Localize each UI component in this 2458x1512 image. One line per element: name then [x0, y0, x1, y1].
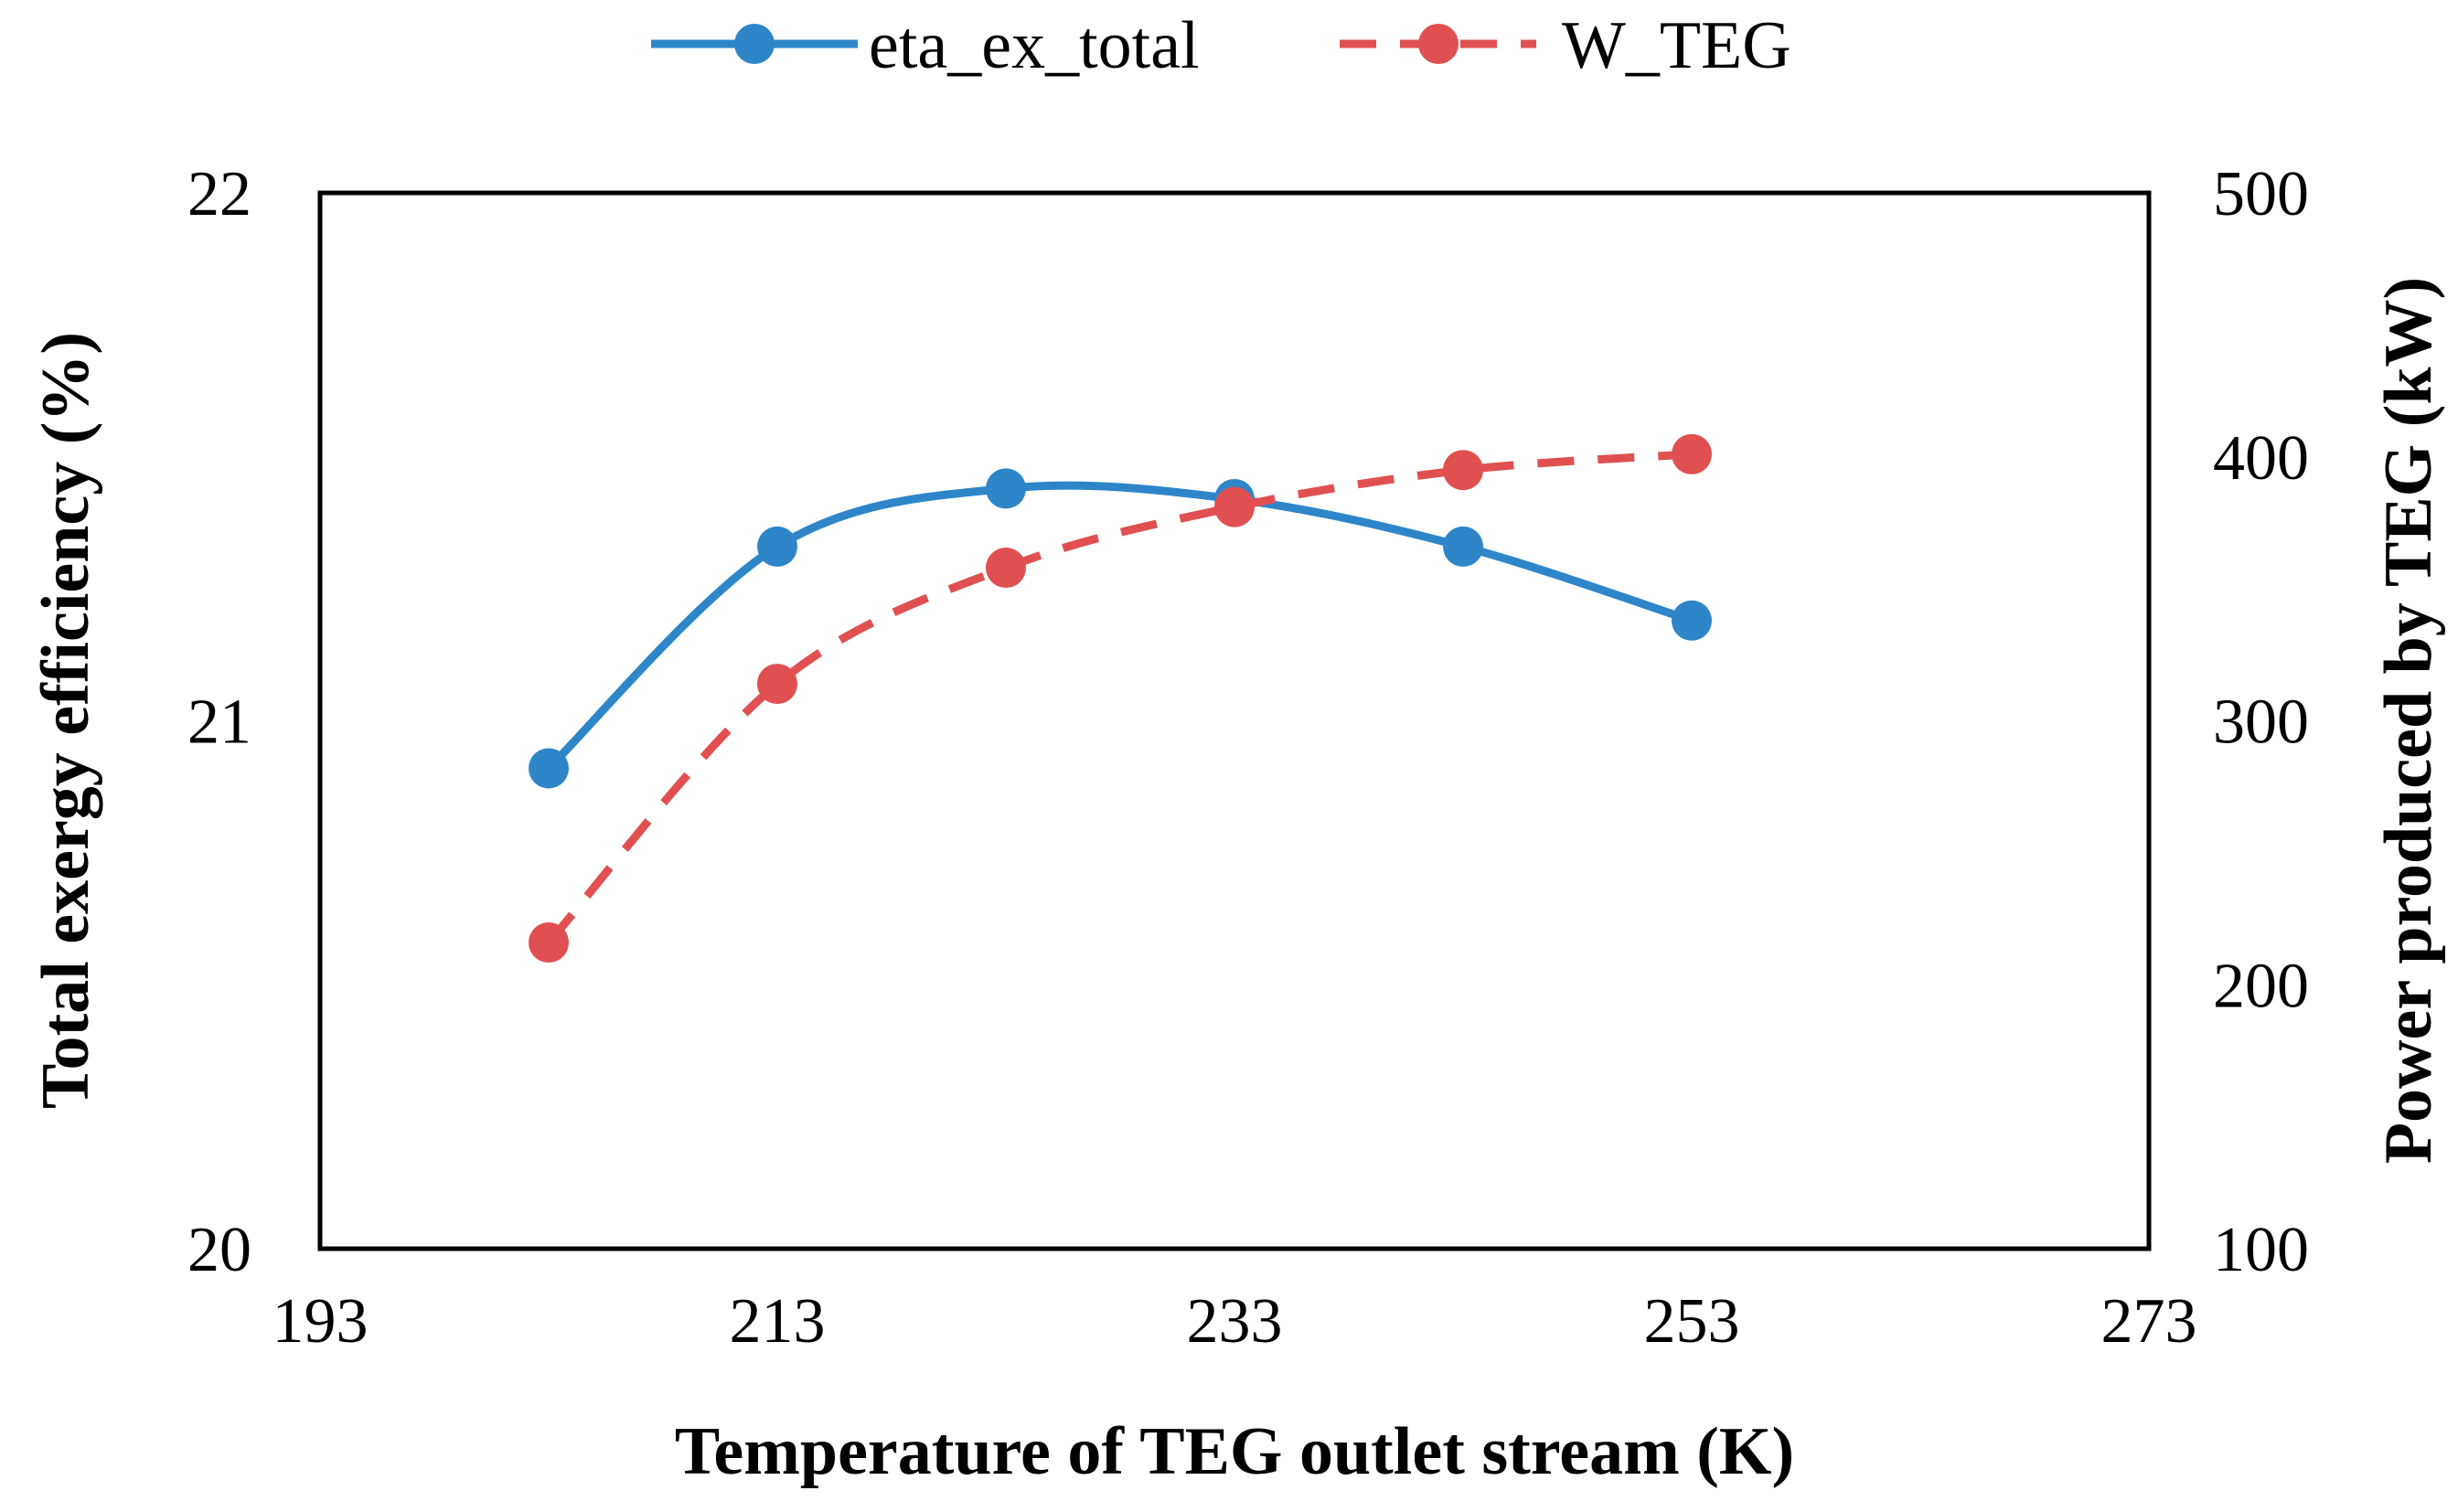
data-point-eta_ex_total-0 — [529, 748, 569, 789]
data-point-W_TEG-3 — [1214, 486, 1255, 527]
y2-axis-ticks: 100 200 300 400 500 — [2213, 159, 2309, 1285]
x-axis-title: Temperature of TEG outlet stream (K) — [675, 1414, 1794, 1489]
data-point-eta_ex_total-2 — [986, 468, 1026, 509]
data-point-W_TEG-1 — [757, 664, 797, 705]
plot-frame — [317, 190, 2152, 1251]
series-W_TEG — [529, 433, 1712, 964]
y2-axis-title: Power produced by TEG (kW) — [2371, 277, 2446, 1164]
data-point-W_TEG-5 — [1672, 433, 1712, 474]
data-point-eta_ex_total-5 — [1672, 600, 1712, 641]
x-tick-label-1: 213 — [730, 1286, 826, 1357]
legend-swatch-marker-0 — [734, 24, 775, 64]
legend-swatch-marker-1 — [1418, 24, 1459, 64]
x-tick-label-0: 193 — [273, 1286, 369, 1357]
y-tick-label-2: 22 — [187, 159, 251, 229]
series-eta_ex_total — [529, 468, 1712, 789]
y-tick-label-1: 21 — [187, 687, 251, 758]
x-tick-label-4: 273 — [2101, 1286, 2197, 1357]
y2-tick-label-4: 500 — [2213, 159, 2309, 229]
y-axis-title: Total exergy efficiency (%) — [28, 332, 103, 1109]
x-tick-label-3: 253 — [1644, 1286, 1740, 1357]
y2-tick-label-3: 400 — [2213, 423, 2309, 494]
y2-tick-label-0: 100 — [2213, 1215, 2309, 1285]
series-line-eta_ex_total — [545, 481, 1694, 772]
x-axis-ticks: 193 213 233 253 273 — [273, 1286, 2197, 1357]
y-axis-ticks: 20 21 22 — [187, 159, 251, 1285]
data-point-eta_ex_total-1 — [757, 526, 797, 567]
x-tick-label-2: 233 — [1187, 1286, 1283, 1357]
legend: eta_ex_total W_TEG — [651, 8, 1791, 83]
legend-label-1: W_TEG — [1562, 8, 1791, 83]
y-tick-label-0: 20 — [187, 1215, 251, 1285]
series-layer — [529, 433, 1712, 964]
data-point-W_TEG-4 — [1443, 450, 1483, 491]
y2-tick-label-2: 300 — [2213, 687, 2309, 758]
y2-tick-label-1: 200 — [2213, 951, 2309, 1021]
series-line-W_TEG — [545, 450, 1693, 946]
data-point-eta_ex_total-4 — [1443, 526, 1483, 567]
data-point-W_TEG-2 — [986, 548, 1026, 589]
legend-label-0: eta_ex_total — [869, 8, 1200, 83]
data-point-W_TEG-0 — [529, 922, 569, 964]
